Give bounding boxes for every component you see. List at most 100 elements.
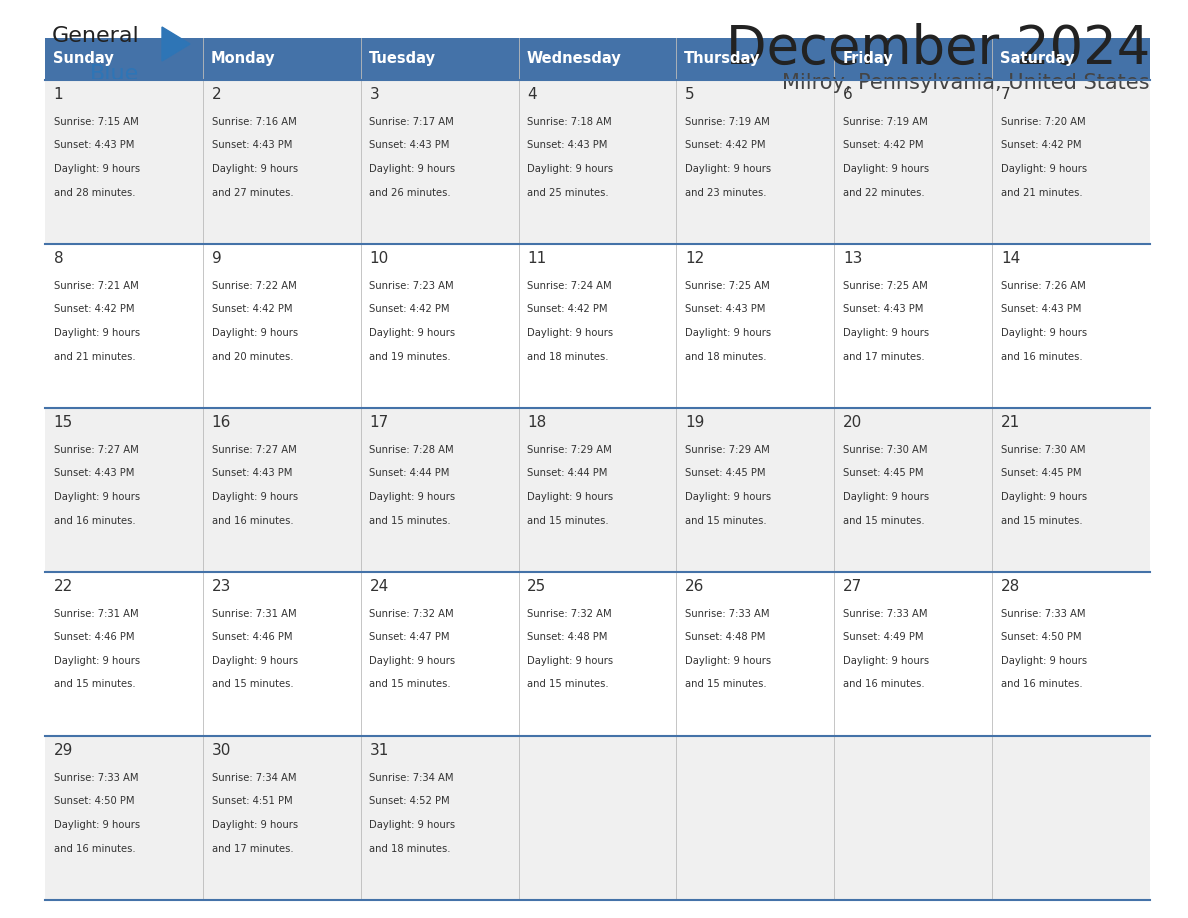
Text: Friday: Friday <box>842 51 893 66</box>
Text: Sunrise: 7:19 AM: Sunrise: 7:19 AM <box>843 117 928 127</box>
Text: 1: 1 <box>53 87 63 102</box>
Text: 14: 14 <box>1000 251 1020 266</box>
Text: Sunset: 4:45 PM: Sunset: 4:45 PM <box>685 468 765 478</box>
Text: Daylight: 9 hours: Daylight: 9 hours <box>1000 328 1087 338</box>
Text: Sunrise: 7:17 AM: Sunrise: 7:17 AM <box>369 117 454 127</box>
Text: and 27 minutes.: and 27 minutes. <box>211 187 293 197</box>
Text: Sunrise: 7:32 AM: Sunrise: 7:32 AM <box>527 609 612 619</box>
Text: Daylight: 9 hours: Daylight: 9 hours <box>369 164 455 174</box>
Text: Daylight: 9 hours: Daylight: 9 hours <box>685 328 771 338</box>
Text: Sunset: 4:43 PM: Sunset: 4:43 PM <box>53 140 134 151</box>
Text: Daylight: 9 hours: Daylight: 9 hours <box>211 656 298 666</box>
Text: and 15 minutes.: and 15 minutes. <box>369 679 451 689</box>
Text: Daylight: 9 hours: Daylight: 9 hours <box>843 164 929 174</box>
Text: Sunset: 4:42 PM: Sunset: 4:42 PM <box>527 305 608 315</box>
Text: and 15 minutes.: and 15 minutes. <box>685 679 766 689</box>
Text: Daylight: 9 hours: Daylight: 9 hours <box>843 492 929 502</box>
Text: Daylight: 9 hours: Daylight: 9 hours <box>685 656 771 666</box>
Text: Sunset: 4:46 PM: Sunset: 4:46 PM <box>53 633 134 643</box>
Text: Sunset: 4:43 PM: Sunset: 4:43 PM <box>53 468 134 478</box>
Text: Sunrise: 7:34 AM: Sunrise: 7:34 AM <box>211 773 296 783</box>
Text: Sunset: 4:43 PM: Sunset: 4:43 PM <box>211 468 292 478</box>
Text: 12: 12 <box>685 251 704 266</box>
Text: 17: 17 <box>369 415 388 430</box>
Text: and 21 minutes.: and 21 minutes. <box>1000 187 1082 197</box>
Text: Sunset: 4:45 PM: Sunset: 4:45 PM <box>843 468 923 478</box>
Text: and 26 minutes.: and 26 minutes. <box>369 187 451 197</box>
Text: and 15 minutes.: and 15 minutes. <box>685 516 766 525</box>
Text: Sunrise: 7:16 AM: Sunrise: 7:16 AM <box>211 117 296 127</box>
Text: Sunset: 4:43 PM: Sunset: 4:43 PM <box>1000 305 1081 315</box>
Text: and 16 minutes.: and 16 minutes. <box>1000 679 1082 689</box>
Bar <box>45 80 1150 244</box>
Text: 31: 31 <box>369 743 388 758</box>
Text: and 15 minutes.: and 15 minutes. <box>527 516 609 525</box>
Text: Daylight: 9 hours: Daylight: 9 hours <box>211 820 298 830</box>
Text: Sunrise: 7:27 AM: Sunrise: 7:27 AM <box>211 445 296 455</box>
Text: Milroy, Pennsylvania, United States: Milroy, Pennsylvania, United States <box>783 73 1150 93</box>
Text: Sunrise: 7:33 AM: Sunrise: 7:33 AM <box>53 773 138 783</box>
Bar <box>45 408 1150 572</box>
Text: Sunrise: 7:28 AM: Sunrise: 7:28 AM <box>369 445 454 455</box>
Text: Daylight: 9 hours: Daylight: 9 hours <box>527 656 613 666</box>
Text: Daylight: 9 hours: Daylight: 9 hours <box>53 820 140 830</box>
Text: Daylight: 9 hours: Daylight: 9 hours <box>211 492 298 502</box>
Text: and 18 minutes.: and 18 minutes. <box>369 844 451 854</box>
Text: 16: 16 <box>211 415 230 430</box>
Text: Daylight: 9 hours: Daylight: 9 hours <box>1000 656 1087 666</box>
Text: 20: 20 <box>843 415 862 430</box>
Text: Sunset: 4:49 PM: Sunset: 4:49 PM <box>843 633 923 643</box>
Text: and 18 minutes.: and 18 minutes. <box>685 352 766 362</box>
Text: Sunrise: 7:25 AM: Sunrise: 7:25 AM <box>685 281 770 291</box>
Text: and 22 minutes.: and 22 minutes. <box>843 187 924 197</box>
Text: and 15 minutes.: and 15 minutes. <box>369 516 451 525</box>
Text: Sunset: 4:42 PM: Sunset: 4:42 PM <box>211 305 292 315</box>
Text: Daylight: 9 hours: Daylight: 9 hours <box>53 328 140 338</box>
Text: Thursday: Thursday <box>684 51 760 66</box>
Text: 24: 24 <box>369 579 388 594</box>
Text: Daylight: 9 hours: Daylight: 9 hours <box>527 164 613 174</box>
Text: Daylight: 9 hours: Daylight: 9 hours <box>211 328 298 338</box>
Text: 3: 3 <box>369 87 379 102</box>
Text: and 20 minutes.: and 20 minutes. <box>211 352 293 362</box>
Text: and 16 minutes.: and 16 minutes. <box>53 516 135 525</box>
Text: 9: 9 <box>211 251 221 266</box>
Text: and 15 minutes.: and 15 minutes. <box>527 679 609 689</box>
Text: Sunrise: 7:33 AM: Sunrise: 7:33 AM <box>843 609 928 619</box>
Text: Sunrise: 7:34 AM: Sunrise: 7:34 AM <box>369 773 454 783</box>
Text: Sunset: 4:43 PM: Sunset: 4:43 PM <box>369 140 450 151</box>
Polygon shape <box>162 27 190 61</box>
Text: Tuesday: Tuesday <box>368 51 436 66</box>
Text: and 16 minutes.: and 16 minutes. <box>211 516 293 525</box>
Text: Sunrise: 7:23 AM: Sunrise: 7:23 AM <box>369 281 454 291</box>
Text: Daylight: 9 hours: Daylight: 9 hours <box>369 328 455 338</box>
Text: Sunset: 4:43 PM: Sunset: 4:43 PM <box>685 305 765 315</box>
Text: Sunrise: 7:31 AM: Sunrise: 7:31 AM <box>53 609 138 619</box>
Text: 13: 13 <box>843 251 862 266</box>
Text: and 21 minutes.: and 21 minutes. <box>53 352 135 362</box>
Text: Monday: Monday <box>210 51 276 66</box>
Text: Daylight: 9 hours: Daylight: 9 hours <box>369 820 455 830</box>
Text: 10: 10 <box>369 251 388 266</box>
Text: and 19 minutes.: and 19 minutes. <box>369 352 451 362</box>
Text: Sunrise: 7:27 AM: Sunrise: 7:27 AM <box>53 445 139 455</box>
Text: Sunrise: 7:33 AM: Sunrise: 7:33 AM <box>1000 609 1086 619</box>
Text: Sunrise: 7:24 AM: Sunrise: 7:24 AM <box>527 281 612 291</box>
Text: and 16 minutes.: and 16 minutes. <box>843 679 924 689</box>
Text: Sunset: 4:42 PM: Sunset: 4:42 PM <box>685 140 765 151</box>
Text: Daylight: 9 hours: Daylight: 9 hours <box>1000 164 1087 174</box>
Text: Sunset: 4:46 PM: Sunset: 4:46 PM <box>211 633 292 643</box>
Text: Sunrise: 7:33 AM: Sunrise: 7:33 AM <box>685 609 770 619</box>
Text: Daylight: 9 hours: Daylight: 9 hours <box>211 164 298 174</box>
Text: Daylight: 9 hours: Daylight: 9 hours <box>53 164 140 174</box>
Text: and 18 minutes.: and 18 minutes. <box>527 352 608 362</box>
Text: Saturday: Saturday <box>1000 51 1074 66</box>
Text: 30: 30 <box>211 743 230 758</box>
Text: Sunrise: 7:30 AM: Sunrise: 7:30 AM <box>843 445 928 455</box>
Bar <box>45 572 1150 736</box>
Text: Daylight: 9 hours: Daylight: 9 hours <box>53 492 140 502</box>
Text: General: General <box>52 26 140 46</box>
Text: 2: 2 <box>211 87 221 102</box>
Text: Sunset: 4:52 PM: Sunset: 4:52 PM <box>369 797 450 807</box>
Text: Sunset: 4:50 PM: Sunset: 4:50 PM <box>1000 633 1081 643</box>
